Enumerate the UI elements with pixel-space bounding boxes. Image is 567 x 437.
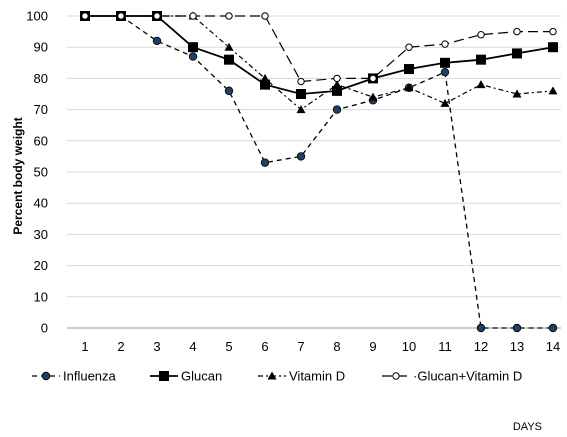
series-line bbox=[85, 15, 553, 83]
series-2 bbox=[80, 11, 558, 99]
data-point bbox=[512, 48, 522, 59]
data-point bbox=[404, 64, 414, 75]
data-point bbox=[296, 89, 306, 99]
legend-marker bbox=[392, 372, 400, 380]
y-axis-ticks: 0 10 20 30 40 50 60 70 80 90 100 bbox=[26, 9, 48, 336]
x-tick-label: 5 bbox=[225, 339, 232, 354]
data-point bbox=[477, 31, 485, 39]
y-tick-label: 100 bbox=[26, 9, 48, 24]
y-tick-label: 50 bbox=[34, 165, 48, 180]
gridlines bbox=[67, 15, 561, 329]
x-tick-label: 4 bbox=[189, 339, 196, 354]
data-point bbox=[296, 105, 306, 114]
x-tick-label: 3 bbox=[153, 339, 160, 354]
y-axis-label: Percent body weight bbox=[11, 117, 25, 234]
data-point bbox=[224, 42, 234, 51]
x-tick-label: 11 bbox=[438, 339, 452, 354]
data-point bbox=[296, 152, 306, 161]
data-point bbox=[440, 98, 450, 107]
data-point bbox=[152, 36, 162, 46]
data-point bbox=[81, 12, 89, 20]
data-point bbox=[440, 67, 450, 77]
data-point bbox=[476, 323, 486, 333]
data-point bbox=[260, 73, 270, 82]
x-axis-ticks: 1 2 3 4 5 6 7 8 9 10 11 12 13 14 bbox=[81, 339, 560, 354]
data-point bbox=[513, 27, 521, 36]
data-point bbox=[440, 57, 450, 68]
legend-label: Vitamin D bbox=[289, 369, 345, 384]
data-point bbox=[224, 86, 234, 96]
data-point bbox=[476, 80, 486, 89]
legend-marker bbox=[159, 371, 169, 381]
series-4 bbox=[81, 12, 557, 86]
x-tick-label: 12 bbox=[474, 339, 488, 354]
x-axis-label: DAYS bbox=[513, 421, 542, 433]
legend-label: ·Glucan+Vitamin D bbox=[413, 369, 522, 384]
series-group bbox=[80, 11, 558, 333]
data-point bbox=[441, 40, 449, 48]
data-point bbox=[189, 12, 197, 20]
data-point bbox=[332, 105, 342, 114]
y-tick-label: 10 bbox=[34, 289, 48, 304]
data-point bbox=[297, 77, 305, 86]
data-point bbox=[261, 12, 269, 20]
data-point bbox=[153, 12, 161, 20]
data-point bbox=[476, 54, 486, 65]
legend-label: Influenza bbox=[63, 369, 117, 384]
data-point bbox=[548, 86, 558, 95]
y-tick-label: 40 bbox=[34, 196, 48, 211]
x-tick-label: 6 bbox=[261, 339, 268, 354]
x-tick-label: 10 bbox=[402, 339, 416, 354]
x-tick-label: 7 bbox=[297, 339, 304, 354]
data-point bbox=[404, 83, 414, 92]
data-point bbox=[117, 12, 125, 20]
legend-marker bbox=[267, 371, 277, 380]
y-tick-label: 90 bbox=[34, 40, 48, 55]
data-point bbox=[225, 12, 233, 20]
data-point bbox=[405, 43, 413, 51]
data-point bbox=[368, 92, 378, 101]
x-tick-label: 14 bbox=[546, 339, 560, 354]
x-tick-label: 8 bbox=[333, 339, 340, 354]
data-point bbox=[224, 54, 234, 65]
data-point bbox=[512, 323, 522, 333]
data-point bbox=[188, 52, 198, 61]
y-tick-label: 30 bbox=[34, 227, 48, 242]
series-line bbox=[85, 15, 554, 95]
series-line bbox=[85, 15, 553, 329]
y-tick-label: 70 bbox=[34, 102, 48, 117]
x-tick-label: 9 bbox=[369, 339, 376, 354]
data-point bbox=[549, 27, 557, 36]
y-tick-label: 60 bbox=[34, 133, 48, 148]
data-point bbox=[548, 323, 558, 333]
y-tick-label: 0 bbox=[41, 321, 48, 336]
x-tick-label: 2 bbox=[117, 339, 124, 354]
y-tick-label: 20 bbox=[34, 258, 48, 273]
x-tick-label: 13 bbox=[510, 339, 524, 354]
x-tick-label: 1 bbox=[81, 339, 88, 354]
data-point bbox=[260, 158, 270, 167]
data-point bbox=[369, 74, 377, 83]
data-point bbox=[332, 80, 342, 89]
y-tick-label: 80 bbox=[34, 71, 48, 86]
legend: Influenza Glucan Vitamin D ·Glucan+Vitamin … bbox=[32, 369, 522, 384]
legend-marker bbox=[41, 371, 51, 381]
data-point bbox=[188, 42, 198, 53]
data-point bbox=[333, 74, 341, 83]
data-point bbox=[548, 42, 558, 53]
legend-label: Glucan bbox=[181, 369, 222, 384]
data-point bbox=[512, 89, 522, 98]
